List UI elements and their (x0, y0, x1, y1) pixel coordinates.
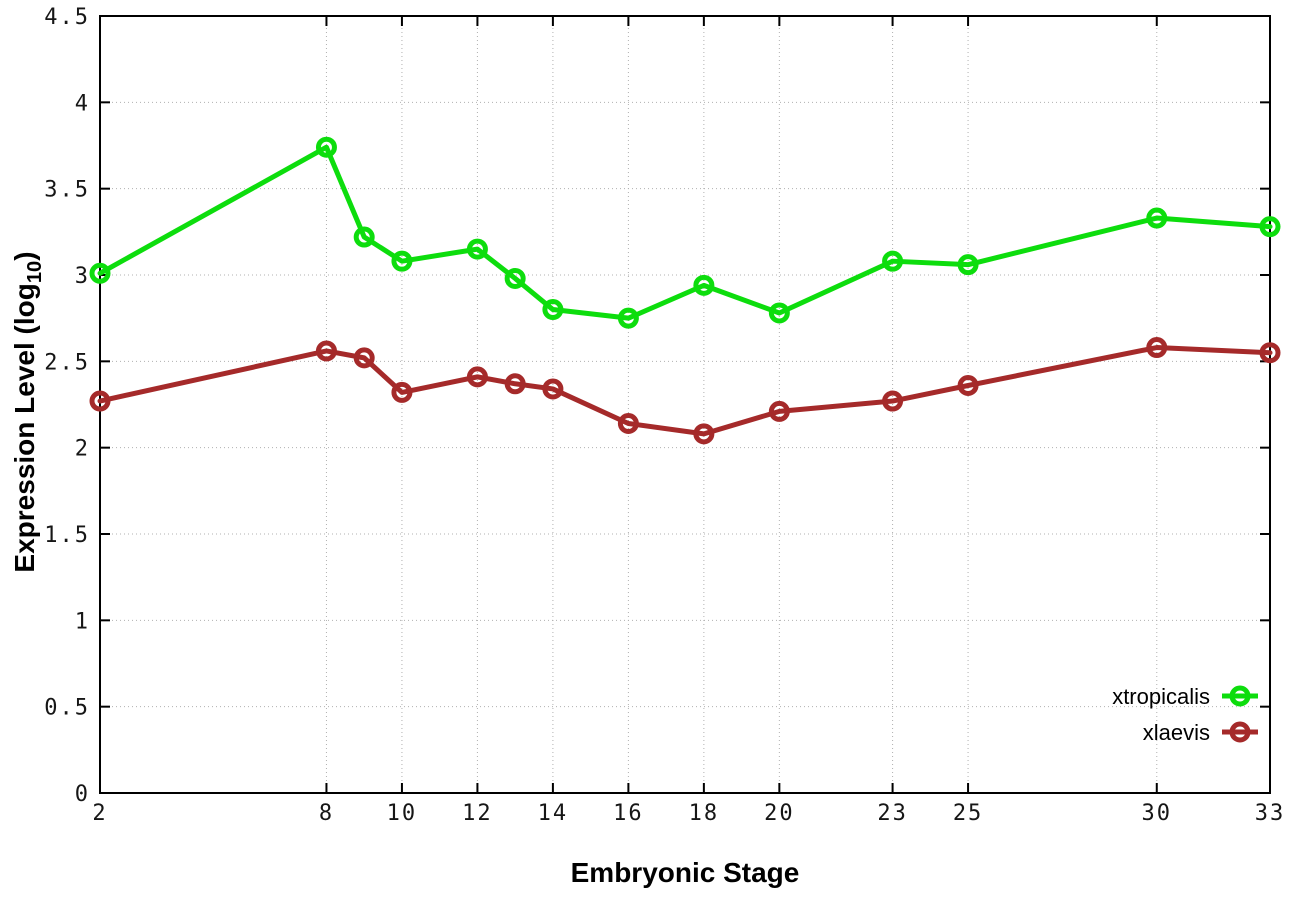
data-point-xtropicalis (768, 302, 790, 324)
data-point-xlaevis (315, 340, 337, 362)
data-point-xlaevis (391, 381, 413, 403)
data-point-xtropicalis (504, 267, 526, 289)
y-axis-title: Expression Level (log10) (9, 251, 46, 572)
data-point-xlaevis (768, 400, 790, 422)
y-tick-label: 1 (75, 609, 90, 634)
data-point-xtropicalis (882, 250, 904, 272)
data-point-xtropicalis (89, 262, 111, 284)
data-point-xtropicalis (542, 299, 564, 321)
series-layer (89, 136, 1281, 445)
x-tick-label: 25 (953, 801, 984, 826)
series-line-xtropicalis (97, 144, 1273, 321)
x-tick-label: 33 (1255, 801, 1286, 826)
x-tick-label: 8 (319, 801, 334, 826)
data-point-xlaevis (617, 412, 639, 434)
x-tick-label: 14 (538, 801, 569, 826)
data-point-xtropicalis (1146, 207, 1168, 229)
data-point-xtropicalis (315, 136, 337, 158)
x-tick-label: 12 (462, 801, 493, 826)
axis-labels: Embryonic Stage Expression Level (log10) (9, 251, 799, 888)
plot-border (99, 15, 1271, 794)
x-tick-label: 23 (877, 801, 908, 826)
data-point-xtropicalis (391, 250, 413, 272)
x-tick-label: 2 (92, 801, 107, 826)
data-point-xtropicalis (1259, 216, 1281, 238)
series-line-xlaevis (97, 345, 1273, 437)
legend-label-xtropicalis: xtropicalis (1112, 684, 1210, 709)
data-point-xlaevis (353, 347, 375, 369)
y-tick-label: 2.5 (44, 350, 90, 375)
legend-marker-sample (1229, 685, 1251, 707)
data-point-xlaevis (1259, 342, 1281, 364)
ticks-layer: 2 8 10 12 14 16 18 20 23 25 30 33 0 0.5 1 1.5 2 2.5 3 3.5 4 4… (44, 5, 1286, 826)
y-tick-label: 0.5 (44, 696, 90, 721)
data-point-xlaevis (89, 390, 111, 412)
data-point-xlaevis (693, 423, 715, 445)
y-tick-label: 2 (75, 437, 90, 462)
data-point-xtropicalis (957, 254, 979, 276)
y-tick-label: 3.5 (44, 178, 90, 203)
y-tick-label: 1.5 (44, 523, 90, 548)
x-axis-title: Embryonic Stage (571, 857, 800, 888)
data-point-xtropicalis (353, 226, 375, 248)
x-tick-label: 20 (764, 801, 795, 826)
y-tick-label: 0 (75, 782, 90, 807)
data-point-xlaevis (957, 375, 979, 397)
data-point-xtropicalis (617, 307, 639, 329)
data-point-xtropicalis (693, 274, 715, 296)
legend-marker-sample (1229, 721, 1251, 743)
y-tick-label: 4.5 (44, 5, 90, 30)
legend-label-xlaevis: xlaevis (1143, 720, 1210, 745)
data-point-xtropicalis (466, 238, 488, 260)
y-tick-label: 4 (75, 91, 90, 116)
x-tick-label: 18 (689, 801, 720, 826)
data-point-xlaevis (882, 390, 904, 412)
legend: xtropicalis xlaevis (1112, 684, 1258, 745)
data-point-xlaevis (542, 378, 564, 400)
data-point-xlaevis (466, 366, 488, 388)
data-point-xlaevis (1146, 337, 1168, 359)
x-tick-label: 16 (613, 801, 644, 826)
x-tick-label: 10 (387, 801, 418, 826)
y-tick-label: 3 (75, 264, 90, 289)
data-point-xlaevis (504, 373, 526, 395)
grid-layer (100, 16, 1270, 793)
x-tick-label: 30 (1142, 801, 1173, 826)
